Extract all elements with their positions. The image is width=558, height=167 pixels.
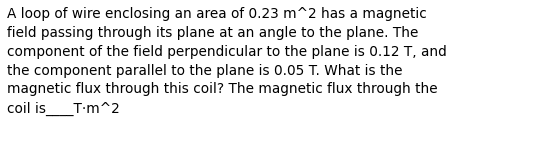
Text: A loop of wire enclosing an area of 0.23 m^2 has a magnetic
field passing throug: A loop of wire enclosing an area of 0.23… <box>7 7 446 116</box>
